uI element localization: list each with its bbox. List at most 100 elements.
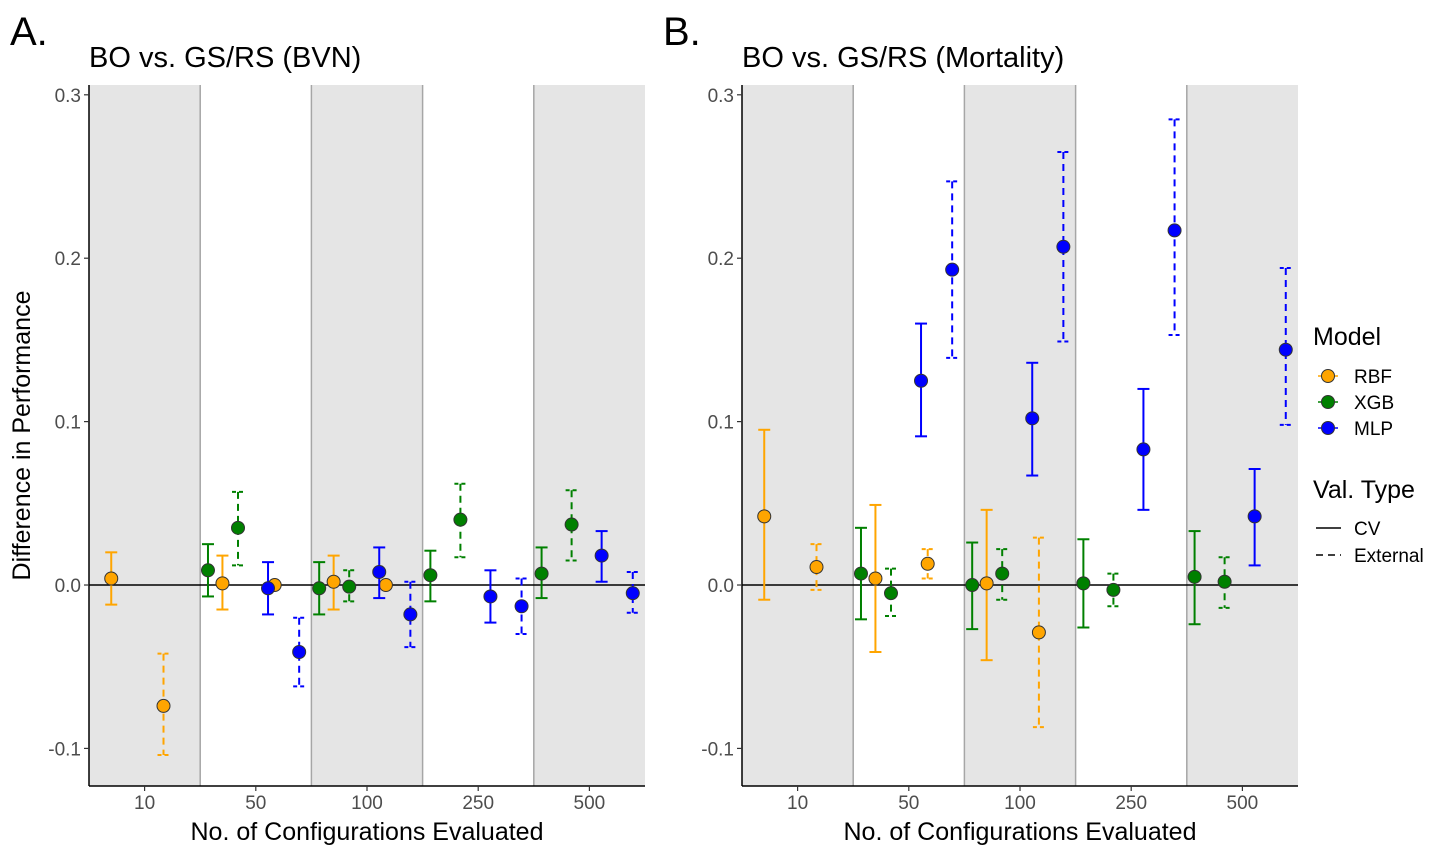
data-point: [483, 589, 498, 604]
category-band: [533, 85, 645, 786]
data-point: [979, 576, 994, 591]
data-point: [1056, 239, 1071, 254]
data-point: [104, 571, 119, 586]
y-axis-title: Difference in Performance: [8, 291, 36, 581]
data-point: [1025, 411, 1040, 426]
y-tick-label: 0.3: [55, 86, 81, 107]
y-tick-label: 0.3: [708, 86, 734, 107]
category-band: [89, 85, 201, 786]
data-point: [261, 581, 276, 596]
legend-title-model: Model: [1313, 323, 1381, 351]
y-tick-label: -0.1: [48, 739, 81, 760]
data-point: [292, 645, 307, 660]
data-point: [868, 571, 883, 586]
data-point: [920, 556, 935, 571]
data-point: [965, 578, 980, 593]
data-point: [853, 566, 868, 581]
y-tick-label: -0.1: [701, 739, 734, 760]
data-point: [1136, 442, 1151, 457]
data-point: [215, 576, 230, 591]
data-point: [378, 578, 393, 593]
x-axis-title: No. of Configurations Evaluated: [844, 818, 1197, 846]
x-tick-label: 50: [245, 793, 266, 814]
x-tick-label: 100: [351, 793, 383, 814]
x-tick-label: 500: [574, 793, 606, 814]
x-tick-label: 10: [787, 793, 808, 814]
data-point: [200, 563, 215, 578]
legend-item-xgb: XGB: [1318, 393, 1394, 414]
x-tick-label: 250: [1115, 793, 1147, 814]
legend-item-external: External: [1316, 546, 1424, 567]
series-mlp: [914, 118, 1293, 567]
legend-label: External: [1354, 546, 1424, 567]
data-point: [625, 586, 640, 601]
y-tick-label: 0.2: [55, 249, 81, 270]
panel-title: BO vs. GS/RS (Mortality): [742, 42, 1064, 74]
series-xgb: [853, 526, 1232, 631]
legend-label: RBF: [1354, 367, 1392, 388]
data-point: [1278, 342, 1293, 357]
y-tick-label: 0.0: [708, 576, 734, 597]
data-point: [514, 599, 529, 614]
data-point: [326, 574, 341, 589]
data-point: [1217, 574, 1232, 589]
data-point: [884, 586, 899, 601]
data-point: [372, 564, 387, 579]
category-band: [964, 85, 1076, 786]
x-tick-label: 100: [1004, 793, 1036, 814]
data-point: [914, 373, 929, 388]
data-point: [1106, 582, 1121, 597]
legend-key-point: [1321, 369, 1335, 383]
legend-key-point: [1321, 395, 1335, 409]
data-point: [534, 566, 549, 581]
data-point: [423, 568, 438, 583]
panel-title: BO vs. GS/RS (BVN): [89, 42, 361, 74]
data-point: [809, 560, 824, 575]
category-band: [742, 85, 854, 786]
y-tick-label: 0.1: [55, 413, 81, 434]
legend: Model RBF XGB MLP Val. Type CV External: [1313, 323, 1424, 567]
x-axis-title: No. of Configurations Evaluated: [191, 818, 544, 846]
legend-label: MLP: [1354, 419, 1393, 440]
legend-label: CV: [1354, 519, 1381, 540]
legend-item-mlp: MLP: [1318, 419, 1393, 440]
y-tick-label: 0.1: [708, 413, 734, 434]
y-tick-label: 0.0: [55, 576, 81, 597]
data-point: [1076, 576, 1091, 591]
legend-key-point: [1321, 421, 1335, 435]
data-point: [1031, 625, 1046, 640]
series-rbf: [104, 551, 393, 756]
category-band: [311, 85, 423, 786]
panel-letter: A.: [10, 10, 48, 54]
legend-item-rbf: RBF: [1318, 367, 1392, 388]
legend-title-valtype: Val. Type: [1313, 476, 1415, 504]
y-tick-label: 0.2: [708, 249, 734, 270]
x-tick-label: 500: [1227, 793, 1259, 814]
data-point: [156, 698, 171, 713]
panel-a: A. BO vs. GS/RS (BVN) -0.1 0.0 0.1 0.2 0.3 10 50…: [8, 10, 645, 846]
series-mlp: [261, 530, 640, 688]
data-point: [231, 520, 246, 535]
data-point: [342, 579, 357, 594]
data-point: [453, 512, 468, 527]
series-rbf: [757, 428, 1046, 729]
category-band: [1186, 85, 1298, 786]
legend-label: XGB: [1354, 393, 1394, 414]
data-point: [403, 607, 418, 622]
panel-letter: B.: [663, 10, 701, 54]
data-point: [1247, 509, 1262, 524]
panel-b: B. BO vs. GS/RS (Mortality) -0.1 0.0 0.1 0.2 0…: [663, 10, 1298, 846]
x-tick-label: 10: [134, 793, 155, 814]
data-point: [995, 566, 1010, 581]
data-point: [312, 581, 327, 596]
data-point: [564, 517, 579, 532]
data-point: [1167, 223, 1182, 238]
series-xgb: [200, 482, 579, 616]
data-point: [594, 548, 609, 563]
data-point: [1187, 569, 1202, 584]
data-point: [945, 262, 960, 277]
x-tick-label: 50: [898, 793, 919, 814]
x-tick-label: 250: [462, 793, 494, 814]
legend-item-cv: CV: [1316, 519, 1381, 540]
